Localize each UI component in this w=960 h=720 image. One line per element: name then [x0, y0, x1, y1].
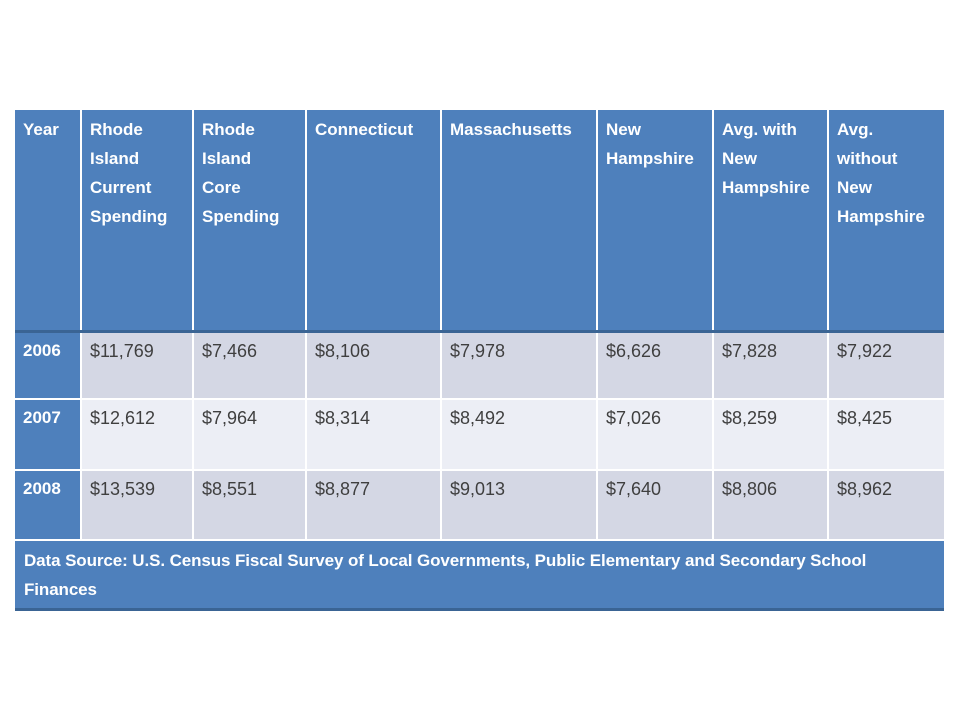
data-cell-avg-with-nh: $7,828 [714, 333, 829, 400]
header-label: Connecticut [315, 120, 414, 139]
header-cell-ri-core-spending: Rhode Island Core Spending [194, 110, 307, 330]
header-label: Rhode Island Current Spending [90, 120, 168, 226]
data-cell-ri-current: $11,769 [82, 333, 194, 400]
header-label: Rhode Island Core Spending [202, 120, 280, 226]
header-label: Massachusetts [450, 120, 572, 139]
data-cell-ri-core: $8,551 [194, 471, 307, 541]
data-cell-avg-with-nh: $8,806 [714, 471, 829, 541]
table-row-2006: 2006 $11,769 $7,466 $8,106 $7,978 $6,626… [15, 333, 944, 400]
year-cell: 2008 [15, 471, 82, 541]
header-label: Avg. without New Hampshire [837, 120, 925, 226]
data-source-bar: Data Source: U.S. Census Fiscal Survey o… [15, 541, 944, 611]
header-cell-massachusetts: Massachusetts [442, 110, 598, 330]
header-cell-year: Year [15, 110, 82, 330]
header-label: New Hampshire [606, 120, 694, 168]
header-cell-avg-with-nh: Avg. with New Hampshire [714, 110, 829, 330]
header-cell-avg-without-nh: Avg. without New Hampshire [829, 110, 944, 330]
data-source-text: Data Source: U.S. Census Fiscal Survey o… [24, 551, 867, 599]
header-cell-new-hampshire: New Hampshire [598, 110, 714, 330]
year-cell: 2007 [15, 400, 82, 471]
data-cell-connecticut: $8,877 [307, 471, 442, 541]
table-row-2008: 2008 $13,539 $8,551 $8,877 $9,013 $7,640… [15, 471, 944, 541]
header-cell-ri-current-spending: Rhode Island Current Spending [82, 110, 194, 330]
data-cell-ri-core: $7,466 [194, 333, 307, 400]
data-cell-avg-without-nh: $8,962 [829, 471, 944, 541]
table-row-2007: 2007 $12,612 $7,964 $8,314 $8,492 $7,026… [15, 400, 944, 471]
data-cell-avg-without-nh: $7,922 [829, 333, 944, 400]
data-cell-connecticut: $8,314 [307, 400, 442, 471]
data-cell-ri-current: $13,539 [82, 471, 194, 541]
data-cell-avg-with-nh: $8,259 [714, 400, 829, 471]
data-cell-massachusetts: $7,978 [442, 333, 598, 400]
data-cell-ri-core: $7,964 [194, 400, 307, 471]
data-cell-new-hampshire: $7,640 [598, 471, 714, 541]
data-cell-massachusetts: $8,492 [442, 400, 598, 471]
table-header-row: Year Rhode Island Current Spending Rhode… [15, 110, 944, 333]
data-cell-ri-current: $12,612 [82, 400, 194, 471]
spending-table: Year Rhode Island Current Spending Rhode… [15, 110, 944, 611]
data-cell-connecticut: $8,106 [307, 333, 442, 400]
header-label: Year [23, 120, 59, 139]
header-label: Avg. with New Hampshire [722, 120, 810, 197]
data-cell-massachusetts: $9,013 [442, 471, 598, 541]
year-cell: 2006 [15, 333, 82, 400]
data-cell-new-hampshire: $6,626 [598, 333, 714, 400]
data-cell-new-hampshire: $7,026 [598, 400, 714, 471]
data-cell-avg-without-nh: $8,425 [829, 400, 944, 471]
header-cell-connecticut: Connecticut [307, 110, 442, 330]
